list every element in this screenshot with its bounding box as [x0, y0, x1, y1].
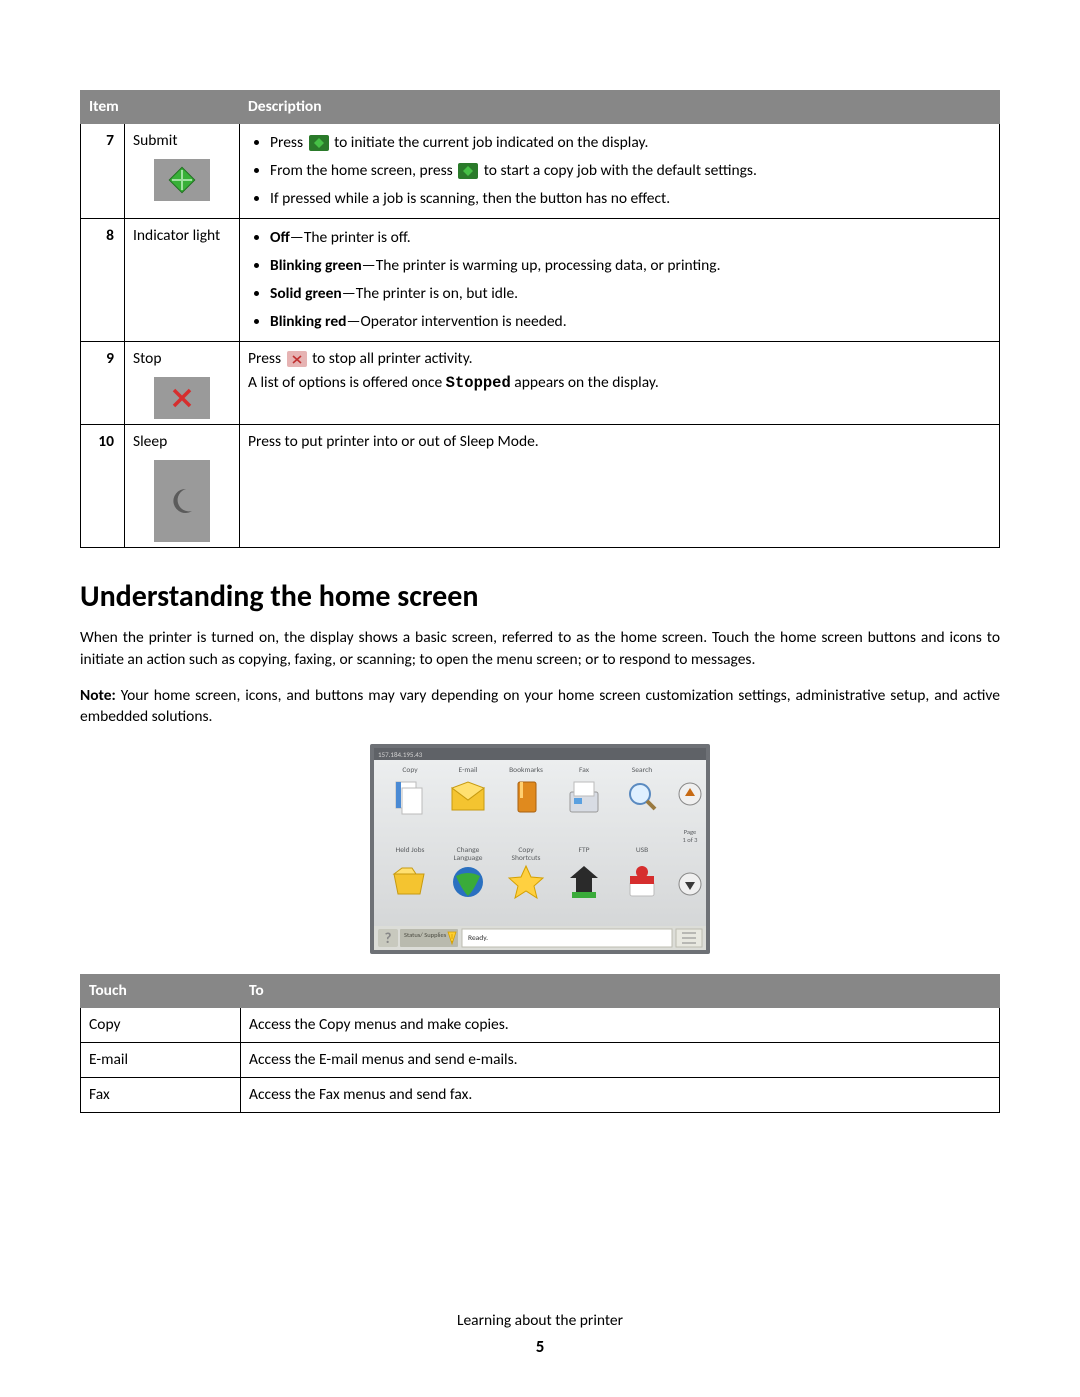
- svg-text:ChangeLanguage: ChangeLanguage: [454, 846, 483, 863]
- row-description: Press to stop all printer activity. A li…: [240, 342, 1000, 425]
- to-cell: Access the Copy menus and make copies.: [241, 1007, 1000, 1042]
- table1-header-description: Description: [240, 91, 1000, 124]
- change-language-icon: [453, 867, 483, 897]
- touch-cell: Fax: [81, 1077, 241, 1112]
- document-page: Item Description 7Submit Press to initia…: [0, 0, 1080, 1397]
- row-name: Sleep: [125, 425, 240, 548]
- page-footer: Learning about the printer 5: [0, 1311, 1080, 1357]
- svg-text:Fax: Fax: [579, 766, 590, 775]
- footer-page-number: 5: [0, 1336, 1080, 1357]
- row-description: Press to put printer into or out of Slee…: [240, 425, 1000, 548]
- svg-text:Held Jobs: Held Jobs: [396, 846, 425, 855]
- row-description: Press to initiate the current job indica…: [240, 124, 1000, 219]
- svg-text:157.184.195.43: 157.184.195.43: [378, 750, 423, 759]
- bookmarks-icon: [518, 782, 536, 812]
- to-cell: Access the E-mail menus and send e-mails…: [241, 1042, 1000, 1077]
- to-cell: Access the Fax menus and send fax.: [241, 1077, 1000, 1112]
- svg-text:Page1 of 3: Page1 of 3: [683, 828, 699, 844]
- intro-paragraph-2: Note: Your home screen, icons, and butto…: [80, 685, 1000, 728]
- inline-green-button-icon: [458, 163, 478, 179]
- svg-text:E-mail: E-mail: [459, 766, 478, 775]
- footer-chapter: Learning about the printer: [0, 1311, 1080, 1330]
- nav-up-icon: [679, 783, 701, 805]
- row-number: 8: [81, 219, 125, 342]
- svg-text:FTP: FTP: [579, 846, 590, 855]
- row-number: 7: [81, 124, 125, 219]
- note-label: Note:: [80, 686, 116, 705]
- touch-cell: Copy: [81, 1007, 241, 1042]
- intro-paragraph-1: When the printer is turned on, the displ…: [80, 627, 1000, 670]
- table2-header-touch: Touch: [81, 974, 241, 1007]
- svg-text:USB: USB: [636, 846, 648, 855]
- row-number: 10: [81, 425, 125, 548]
- note-text: Your home screen, icons, and buttons may…: [80, 686, 1000, 727]
- svg-text:Ready.: Ready.: [468, 934, 488, 943]
- section-heading: Understanding the home screen: [80, 578, 1000, 615]
- svg-text:?: ?: [385, 930, 392, 948]
- row-name: Submit: [125, 124, 240, 219]
- home-screen-figure: 157.184.195.43 Copy E-mail Bookmarks Fax Sea…: [370, 744, 710, 954]
- stop-button-icon: [154, 377, 210, 419]
- table2-header-to: To: [241, 974, 1000, 1007]
- row-name: Indicator light: [125, 219, 240, 342]
- touch-cell: E-mail: [81, 1042, 241, 1077]
- inline-pink-button-icon: [287, 351, 307, 367]
- row-name: Stop: [125, 342, 240, 425]
- submit-button-icon: [154, 159, 210, 201]
- inline-green-button-icon: [309, 135, 329, 151]
- svg-text:Status/ Supplies: Status/ Supplies: [404, 931, 447, 939]
- nav-down-icon: [679, 873, 701, 895]
- fax-icon: [570, 782, 598, 812]
- row-description: Off—The printer is off.Blinking green—Th…: [240, 219, 1000, 342]
- row-number: 9: [81, 342, 125, 425]
- svg-text:Bookmarks: Bookmarks: [509, 766, 543, 775]
- e-mail-icon: [452, 782, 484, 810]
- sleep-button-icon: [154, 460, 210, 542]
- controls-table: Item Description 7Submit Press to initia…: [80, 90, 1000, 548]
- touch-table: Touch To Copy Access the Copy menus and …: [80, 974, 1000, 1113]
- svg-text:Copy: Copy: [402, 766, 418, 775]
- svg-text:Search: Search: [632, 766, 652, 775]
- table1-header-item: Item: [81, 91, 240, 124]
